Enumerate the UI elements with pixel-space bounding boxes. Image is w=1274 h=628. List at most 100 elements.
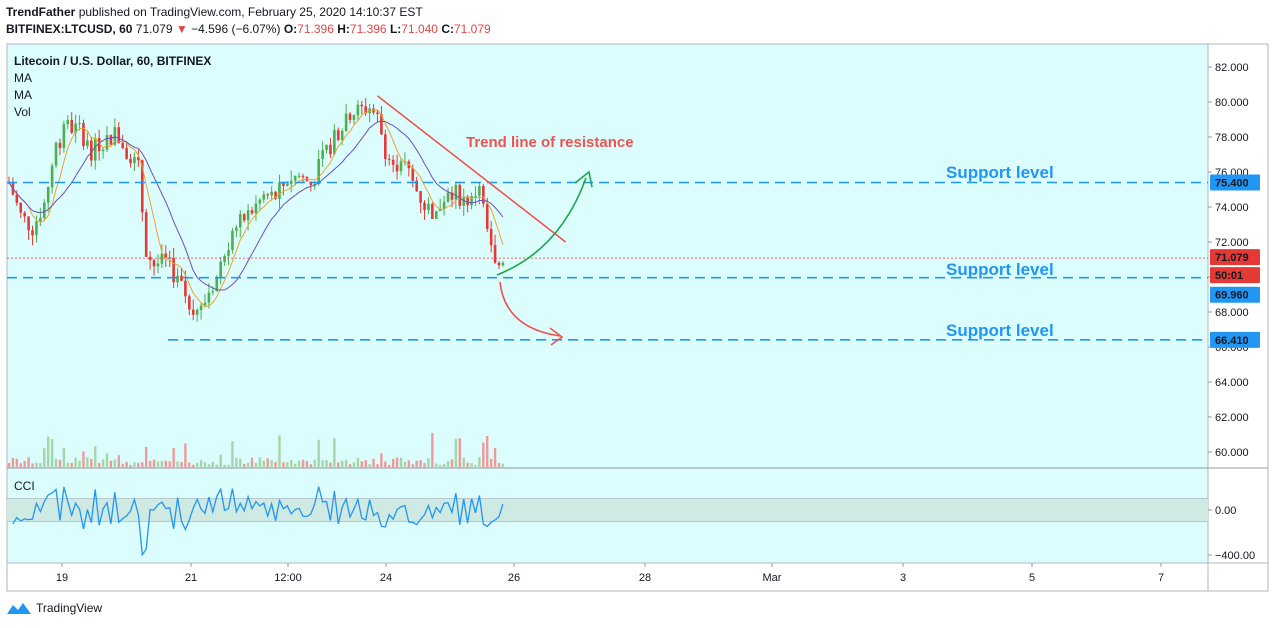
candle-body: [156, 263, 160, 267]
candle-body: [144, 212, 148, 257]
candle-body: [289, 180, 293, 184]
candle-body: [93, 138, 97, 161]
volume-bar: [235, 457, 238, 468]
candle-body: [133, 157, 136, 164]
change-value: −4.596 (−6.07%): [191, 22, 281, 36]
volume-bar: [372, 458, 375, 468]
candle-body: [333, 130, 336, 155]
candle-body: [109, 135, 113, 145]
volume-bar: [113, 459, 117, 468]
volume-bar: [470, 463, 473, 468]
x-tick-label: 7: [1158, 572, 1164, 584]
volume-bar: [317, 439, 320, 468]
tradingview-brand[interactable]: TradingView: [6, 600, 102, 616]
volume-bar: [380, 453, 383, 468]
open-value: 71.396: [297, 22, 334, 36]
open-label: O:: [283, 22, 298, 36]
volume-bar: [94, 446, 97, 468]
legend-ma-1: MA: [14, 71, 32, 85]
volume-bar: [482, 442, 485, 468]
candle-body: [387, 158, 391, 160]
volume-bar: [101, 459, 105, 468]
volume-bar: [352, 462, 356, 468]
price-tag-support-2-bg: [1210, 286, 1260, 303]
candle-body: [211, 291, 215, 293]
candle-body: [31, 230, 34, 236]
candle-body: [74, 123, 77, 133]
volume-bar: [376, 464, 379, 468]
candle-body: [423, 202, 426, 211]
candle-body: [482, 186, 485, 204]
chart-frame: [6, 43, 1269, 592]
x-tick-label: 12:00: [274, 572, 302, 584]
volume-bar: [497, 462, 501, 468]
down-arrow-icon: ▼: [175, 22, 188, 36]
volume-bar: [27, 457, 30, 468]
candle-body: [35, 221, 38, 236]
candle-body: [246, 210, 250, 221]
volume-bar: [384, 461, 387, 468]
candle-body: [329, 144, 332, 155]
candle-body: [215, 278, 219, 292]
volume-bar: [227, 464, 230, 468]
volume-bar: [309, 464, 313, 468]
volume-bar: [478, 457, 481, 468]
candle-body: [411, 168, 415, 181]
candle-body: [184, 280, 187, 297]
y-tick-label: 64.000: [1215, 377, 1249, 389]
candle-body: [90, 140, 93, 161]
candle-body: [231, 230, 234, 251]
candle-body: [188, 296, 191, 310]
volume-bar: [239, 458, 242, 468]
candle-body: [62, 124, 66, 149]
volume-bar: [368, 464, 371, 468]
candle-body: [227, 250, 230, 257]
publisher-name[interactable]: TrendFather: [6, 5, 76, 19]
candle-body: [46, 187, 50, 203]
candle-body: [19, 202, 23, 213]
cci-tick-label: 0.00: [1215, 505, 1236, 517]
candle-body: [262, 194, 266, 200]
tradingview-logo-icon: [7, 603, 31, 614]
volume-bar: [97, 462, 101, 468]
candle-body: [431, 203, 434, 219]
low-value: 71.040: [401, 22, 438, 36]
volume-bar: [152, 459, 156, 468]
candle-body: [497, 262, 501, 266]
price-tag-support-2: 69.960: [1215, 290, 1249, 302]
candle-body: [254, 203, 258, 214]
ma-slow-line: [8, 120, 504, 291]
candle-body: [403, 161, 407, 163]
candle-body: [180, 275, 183, 281]
volume-bar: [215, 464, 218, 468]
cci-band: [7, 498, 1208, 522]
candle-body: [137, 157, 140, 161]
legend-ma-2: MA: [14, 88, 32, 102]
candle-body: [501, 262, 505, 266]
candle-body: [434, 211, 438, 219]
candle-body: [427, 203, 430, 211]
x-tick-label: 3: [900, 572, 906, 584]
volume-bar: [489, 458, 493, 468]
candle-body: [384, 134, 387, 159]
volume-bar: [231, 441, 234, 468]
candle-body: [419, 191, 422, 203]
candle-body: [356, 104, 360, 116]
volume-bar: [207, 464, 211, 468]
volume-bar: [419, 460, 422, 468]
volume-bar: [180, 462, 183, 468]
candle-body: [39, 218, 42, 222]
published-text: published on TradingView.com, February 2…: [78, 5, 423, 19]
volume-bar: [337, 462, 340, 468]
volume-bar: [62, 447, 66, 468]
volume-bar: [321, 460, 324, 468]
last-price: 71.079: [135, 22, 173, 36]
volume-bar: [137, 462, 140, 468]
volume-bar: [176, 461, 179, 468]
volume-bar: [223, 464, 226, 468]
candle-body: [203, 302, 207, 306]
volume-bar: [435, 463, 438, 468]
volume-bar: [258, 457, 262, 468]
candle-body: [297, 175, 301, 177]
candle-body: [207, 292, 211, 303]
